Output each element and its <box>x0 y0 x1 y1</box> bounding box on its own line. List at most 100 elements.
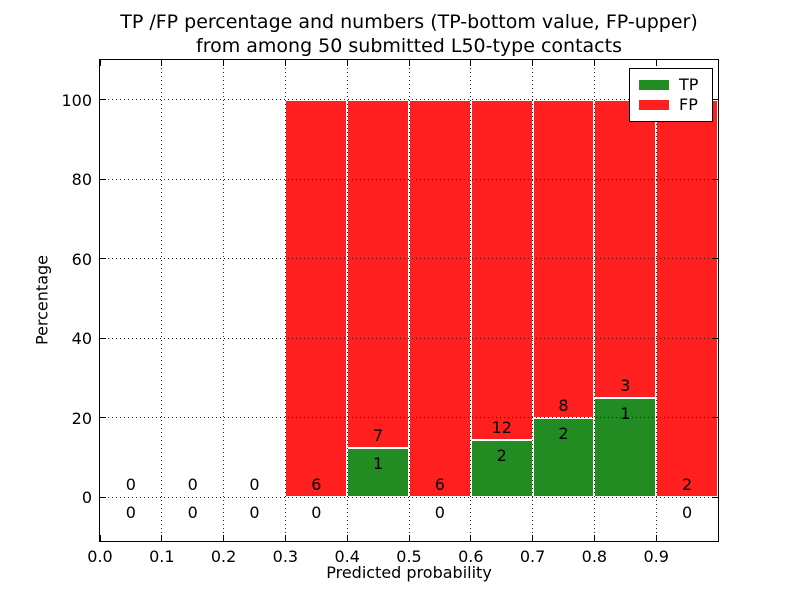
x-tick-label: 0.2 <box>210 547 237 566</box>
tp-count-label: 2 <box>558 423 569 443</box>
x-tick <box>284 535 286 541</box>
chart-title-line1: TP /FP percentage and numbers (TP-bottom… <box>120 11 698 33</box>
x-tick <box>593 535 595 541</box>
x-tick <box>532 535 534 541</box>
x-tick <box>99 535 101 541</box>
bar-tp-segment <box>594 397 657 498</box>
y-gridline <box>100 337 718 339</box>
x-tick <box>223 60 225 66</box>
x-tick <box>655 60 657 66</box>
fp-count-label: 0 <box>187 475 198 495</box>
x-tick <box>346 60 348 66</box>
x-gridline <box>655 60 657 541</box>
x-tick-label: 0.1 <box>149 547 175 566</box>
legend-item-tp: TP <box>639 75 703 95</box>
x-tick <box>655 535 657 541</box>
fp-legend-label: FP <box>679 95 698 114</box>
y-tick <box>712 417 718 419</box>
y-gridline <box>100 496 718 498</box>
ticks-layer <box>99 60 718 541</box>
fp-count-label: 3 <box>620 375 631 395</box>
x-tick <box>593 60 595 66</box>
x-tick <box>346 535 348 541</box>
tp-count-label: 2 <box>496 446 507 466</box>
y-tick <box>100 258 106 260</box>
y-tick-label: 20 <box>71 408 92 428</box>
y-tick <box>712 496 718 498</box>
chart-title: TP /FP percentage and numbers (TP-bottom… <box>100 10 718 58</box>
x-tick <box>470 535 472 541</box>
tp-count-label: 0 <box>187 503 198 523</box>
y-gridline <box>100 258 718 260</box>
tp-count-label: 0 <box>682 503 693 523</box>
tp-count-label: 0 <box>311 503 322 523</box>
y-gridline <box>100 99 718 101</box>
y-tick <box>100 337 106 339</box>
tp-count-label: 1 <box>620 403 631 423</box>
x-tick <box>470 60 472 66</box>
tp-count-label: 0 <box>434 503 445 523</box>
x-gridline <box>161 60 163 541</box>
chart-title-line2: from among 50 submitted L50-type contact… <box>196 35 622 57</box>
fp-count-label: 0 <box>249 475 260 495</box>
y-tick <box>712 99 718 101</box>
x-tick-label: 0.3 <box>272 547 299 566</box>
fp-count-label: 7 <box>373 425 384 445</box>
x-tick-label: 0.5 <box>396 547 422 566</box>
y-gridline <box>100 417 718 419</box>
bar-fp-segment <box>347 99 409 448</box>
x-tick <box>161 535 163 541</box>
legend-item-fp: FP <box>639 95 703 115</box>
fp-count-label: 12 <box>491 418 512 438</box>
x-tick-label: 0.6 <box>458 547 484 566</box>
fp-count-label: 6 <box>434 475 445 495</box>
y-tick-label: 40 <box>71 329 92 349</box>
fp-count-label: 8 <box>558 395 569 415</box>
y-tick <box>712 178 718 180</box>
y-tick-label: 60 <box>71 249 92 269</box>
annotations-layer: 0 0 0 0 0 0 6 0 7 1 6 0 12 2 8 2 3 1 2 0 <box>100 60 718 541</box>
plot-area: 0 0 0 0 0 0 6 0 7 1 6 0 12 2 8 2 3 1 2 0 TP FP <box>99 59 719 542</box>
y-tick <box>712 337 718 339</box>
x-tick <box>284 60 286 66</box>
y-tick <box>100 417 106 419</box>
fp-count-label: 0 <box>125 475 136 495</box>
legend: TP FP <box>629 68 713 122</box>
x-tick-label: 0.4 <box>334 547 360 566</box>
y-tick <box>100 496 106 498</box>
x-tick-label: 0.8 <box>581 547 608 566</box>
x-gridline <box>284 60 286 541</box>
x-tick <box>408 535 410 541</box>
x-tick <box>223 535 225 541</box>
x-gridline <box>532 60 534 541</box>
tp-count-label: 0 <box>249 503 260 523</box>
tp-count-label: 0 <box>125 503 136 523</box>
y-tick <box>100 99 106 101</box>
y-tick <box>100 178 106 180</box>
y-tick-label: 80 <box>71 170 92 190</box>
x-tick <box>99 60 101 66</box>
bar-tp-segment <box>470 440 533 498</box>
tp-count-label: 1 <box>373 453 384 473</box>
x-gridline <box>470 60 472 541</box>
x-tick-label: 0.9 <box>643 547 669 566</box>
x-tick-label: 0.0 <box>87 547 113 566</box>
x-tick <box>532 60 534 66</box>
x-axis-label: Predicted probability <box>326 563 492 582</box>
fp-legend-swatch <box>639 100 669 110</box>
y-tick-label: 0 <box>81 488 92 508</box>
tp-legend-label: TP <box>679 75 699 94</box>
x-gridline <box>223 60 225 541</box>
bar-fp-segment <box>656 99 718 498</box>
x-tick <box>408 60 410 66</box>
x-gridline <box>408 60 410 541</box>
fp-count-label: 2 <box>682 475 693 495</box>
fp-count-label: 6 <box>311 475 322 495</box>
x-gridline <box>346 60 348 541</box>
tp-legend-swatch <box>639 80 669 90</box>
x-tick <box>161 60 163 66</box>
grid-layer <box>100 60 718 541</box>
x-gridline <box>593 60 595 541</box>
x-tick-label: 0.7 <box>519 547 546 566</box>
